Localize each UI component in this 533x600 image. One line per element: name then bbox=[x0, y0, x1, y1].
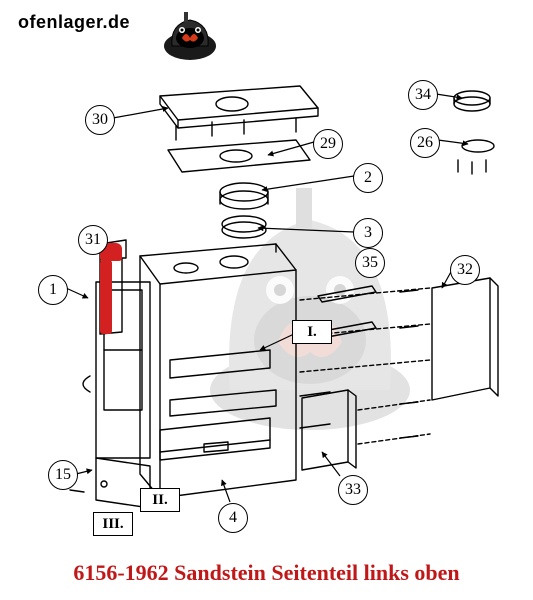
product-caption: 6156-1962 Sandstein Seitenteil links obe… bbox=[0, 560, 533, 586]
callout-2: 2 bbox=[353, 163, 383, 193]
callout-32: 32 bbox=[450, 255, 480, 285]
callout-33: 33 bbox=[338, 475, 368, 505]
callout-30: 30 bbox=[85, 105, 115, 135]
callout-box-III: III. bbox=[93, 512, 133, 536]
exploded-view-drawing bbox=[0, 0, 533, 600]
callout-15: 15 bbox=[48, 460, 78, 490]
highlighted-part-stem bbox=[100, 260, 112, 334]
callout-31: 31 bbox=[78, 225, 108, 255]
diagram-canvas: ofenlager.de bbox=[0, 0, 533, 600]
callout-box-II: II. bbox=[140, 488, 180, 512]
callout-34: 34 bbox=[408, 80, 438, 110]
callout-4: 4 bbox=[218, 503, 248, 533]
callout-3: 3 bbox=[353, 218, 383, 248]
callout-29: 29 bbox=[313, 129, 343, 159]
callout-26: 26 bbox=[410, 128, 440, 158]
callout-1: 1 bbox=[38, 275, 68, 305]
callout-box-I: I. bbox=[292, 320, 332, 344]
callout-35: 35 bbox=[355, 248, 385, 278]
